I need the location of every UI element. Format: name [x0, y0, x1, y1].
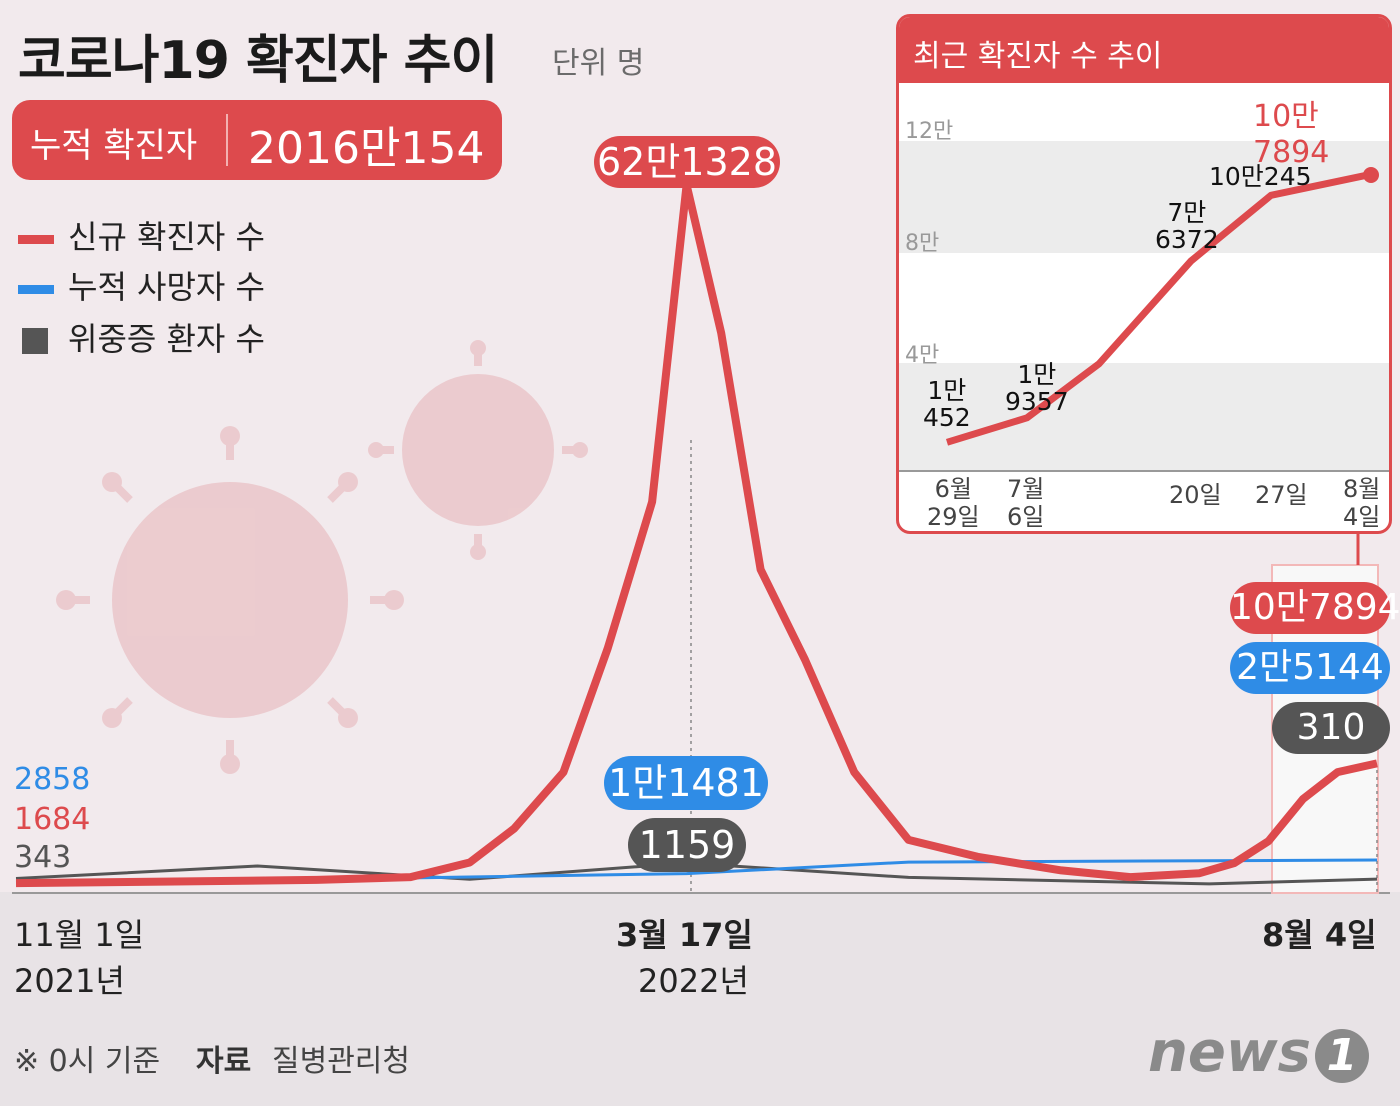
inset-x-tick-5: 8월 4일: [1343, 475, 1381, 531]
cumulative-divider: [226, 114, 228, 166]
inset-x-tick-2: 7월 6일: [1007, 475, 1045, 531]
news1-logo: news 1: [1148, 1020, 1369, 1085]
peak-critical-label: 1159: [628, 818, 746, 872]
start-critical-value: 343: [14, 840, 72, 875]
peak-deaths-label: 1만1481: [604, 756, 768, 810]
x-label-start-date: 11월 1일: [14, 916, 145, 954]
footer-source: 질병관리청: [272, 1044, 410, 1079]
x-label-end-date: 8월 4일: [1262, 916, 1377, 954]
virus-illustration: [56, 340, 588, 774]
inset-series-line: [945, 170, 1372, 446]
legend-swatch-deaths: [18, 284, 54, 294]
inset-end-marker: [1363, 167, 1379, 183]
inset-annotation-3: 7만 6372: [1155, 198, 1219, 254]
x-label-peak-date: 3월 17일: [616, 916, 753, 954]
legend-label-deaths: 누적 사망자 수: [68, 268, 265, 306]
confirmed-series-line: [15, 181, 1378, 888]
inset-chart: 최근 확진자 수 추이 12만 8만 4만 1만 452 1만 9357 7만 637…: [896, 14, 1392, 534]
inset-title: 최근 확진자 수 추이: [899, 17, 1389, 83]
legend-swatch-critical: [22, 328, 48, 354]
legend-swatch-confirmed: [18, 234, 54, 244]
end-critical-label: 310: [1272, 702, 1390, 754]
inset-y-tick-8: 8만: [905, 231, 940, 256]
start-confirmed-value: 1684: [14, 802, 91, 837]
inset-plot: [899, 141, 1389, 472]
legend-label-critical: 위중증 환자 수: [68, 320, 265, 358]
end-confirmed-label: 10만7894: [1230, 582, 1400, 634]
inset-x-tick-4: 27일: [1255, 481, 1308, 509]
legend-item-critical: 위중증 환자 수: [18, 314, 265, 360]
legend-item-deaths: 누적 사망자 수: [18, 262, 265, 308]
peak-confirmed-label: 62만1328: [594, 136, 780, 188]
inset-annotation-5: 10만7894: [1253, 99, 1330, 170]
axis-band: [0, 892, 1400, 1106]
footer-source-label: 자료: [196, 1044, 252, 1079]
inset-annotation-4: 10만245: [1209, 162, 1312, 191]
legend-item-confirmed: 신규 확진자 수: [18, 212, 265, 258]
inset-band-lower: [899, 363, 1389, 471]
cumulative-value: 2016만154: [248, 123, 485, 174]
unit-label: 단위 명: [552, 46, 645, 81]
inset-y-tick-12: 12만: [905, 119, 954, 144]
start-deaths-value: 2858: [14, 762, 91, 797]
x-label-peak-year: 2022년: [638, 962, 749, 1000]
inset-x-tick-1: 6월 29일: [927, 475, 980, 531]
cumulative-label: 누적 확진자: [30, 126, 198, 166]
inset-band-upper: [899, 141, 1389, 253]
cumulative-box: 누적 확진자 2016만154: [12, 100, 502, 180]
inset-annotation-1: 1만 452: [923, 376, 971, 432]
legend-label-confirmed: 신규 확진자 수: [68, 218, 265, 256]
end-deaths-label: 2만5144: [1230, 642, 1390, 694]
page-title: 코로나19 확진자 추이: [18, 31, 498, 91]
inset-x-tick-3: 20일: [1169, 481, 1222, 509]
inset-annotation-2: 1만 9357: [1005, 360, 1069, 416]
inset-y-tick-4: 4만: [905, 343, 940, 368]
x-label-start-year: 2021년: [14, 962, 125, 1000]
footer-basis: ※ 0시 기준: [14, 1044, 161, 1079]
